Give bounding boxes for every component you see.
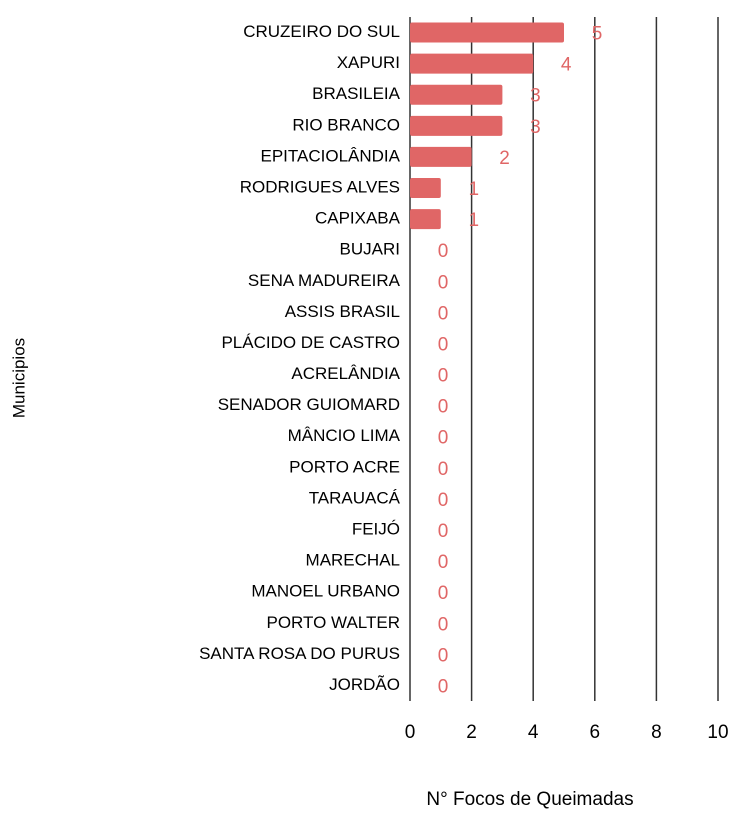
data-label: 0	[438, 272, 449, 293]
bar	[410, 146, 472, 167]
y-tick-label: JORDÃO	[329, 675, 400, 694]
x-tick-label: 10	[707, 722, 728, 743]
y-tick-label: EPITACIOLÂNDIA	[261, 146, 401, 165]
x-tick-label: 6	[590, 722, 601, 743]
bar	[410, 22, 564, 43]
data-label: 0	[438, 303, 449, 324]
y-tick-label: RIO BRANCO	[292, 115, 400, 134]
y-tick-label: MANOEL URBANO	[251, 582, 400, 601]
data-label: 0	[438, 676, 449, 697]
data-label: 0	[438, 397, 449, 418]
y-tick-label: PLÁCIDO DE CASTRO	[221, 333, 400, 352]
y-tick-label: TARAUACÁ	[309, 488, 401, 507]
data-label: 1	[469, 210, 480, 231]
data-label: 0	[438, 645, 449, 666]
y-tick-label: XAPURI	[337, 53, 400, 72]
y-tick-label: BRASILEIA	[312, 84, 401, 103]
y-tick-label: ASSIS BRASIL	[285, 302, 400, 321]
data-label: 0	[438, 614, 449, 635]
data-label: 0	[438, 490, 449, 511]
data-label: 3	[530, 86, 541, 107]
bar	[410, 209, 441, 230]
bar	[410, 53, 534, 74]
x-tick-label: 4	[528, 722, 539, 743]
data-label: 0	[438, 521, 449, 542]
y-tick-label: MÂNCIO LIMA	[288, 426, 401, 445]
data-label: 0	[438, 583, 449, 604]
y-tick-label: SENA MADUREIRA	[248, 271, 401, 290]
data-label: 2	[499, 148, 510, 169]
data-label: 0	[438, 552, 449, 573]
y-tick-label: RODRIGUES ALVES	[240, 177, 400, 196]
data-label: 0	[438, 366, 449, 387]
data-label: 3	[530, 117, 541, 138]
y-tick-label: CRUZEIRO DO SUL	[243, 22, 400, 41]
y-tick-label: PORTO WALTER	[266, 613, 400, 632]
bar	[410, 84, 503, 105]
bar	[410, 178, 441, 198]
y-tick-label: MARECHAL	[306, 551, 400, 570]
data-label: 1	[469, 179, 480, 200]
data-label: 4	[561, 55, 572, 76]
y-tick-label: PORTO ACRE	[289, 457, 400, 476]
x-axis-label: N° Focos de Queimadas	[426, 789, 633, 810]
y-tick-label: BUJARI	[340, 240, 400, 259]
y-tick-label: SANTA ROSA DO PURUS	[199, 644, 400, 663]
y-tick-label: SENADOR GUIOMARD	[218, 395, 400, 414]
bar	[410, 115, 503, 136]
data-label: 0	[438, 241, 449, 262]
x-tick-label: 8	[651, 722, 662, 743]
x-tick-label: 0	[405, 722, 416, 743]
x-tick-label: 2	[466, 722, 477, 743]
y-tick-label: ACRELÂNDIA	[291, 364, 400, 383]
data-label: 0	[438, 428, 449, 449]
y-tick-label: CAPIXABA	[315, 209, 401, 228]
data-label: 0	[438, 334, 449, 355]
y-tick-label: FEIJÓ	[352, 519, 400, 538]
data-label: 0	[438, 459, 449, 480]
y-axis-label: Municipios	[9, 338, 28, 418]
data-label: 5	[592, 24, 603, 45]
